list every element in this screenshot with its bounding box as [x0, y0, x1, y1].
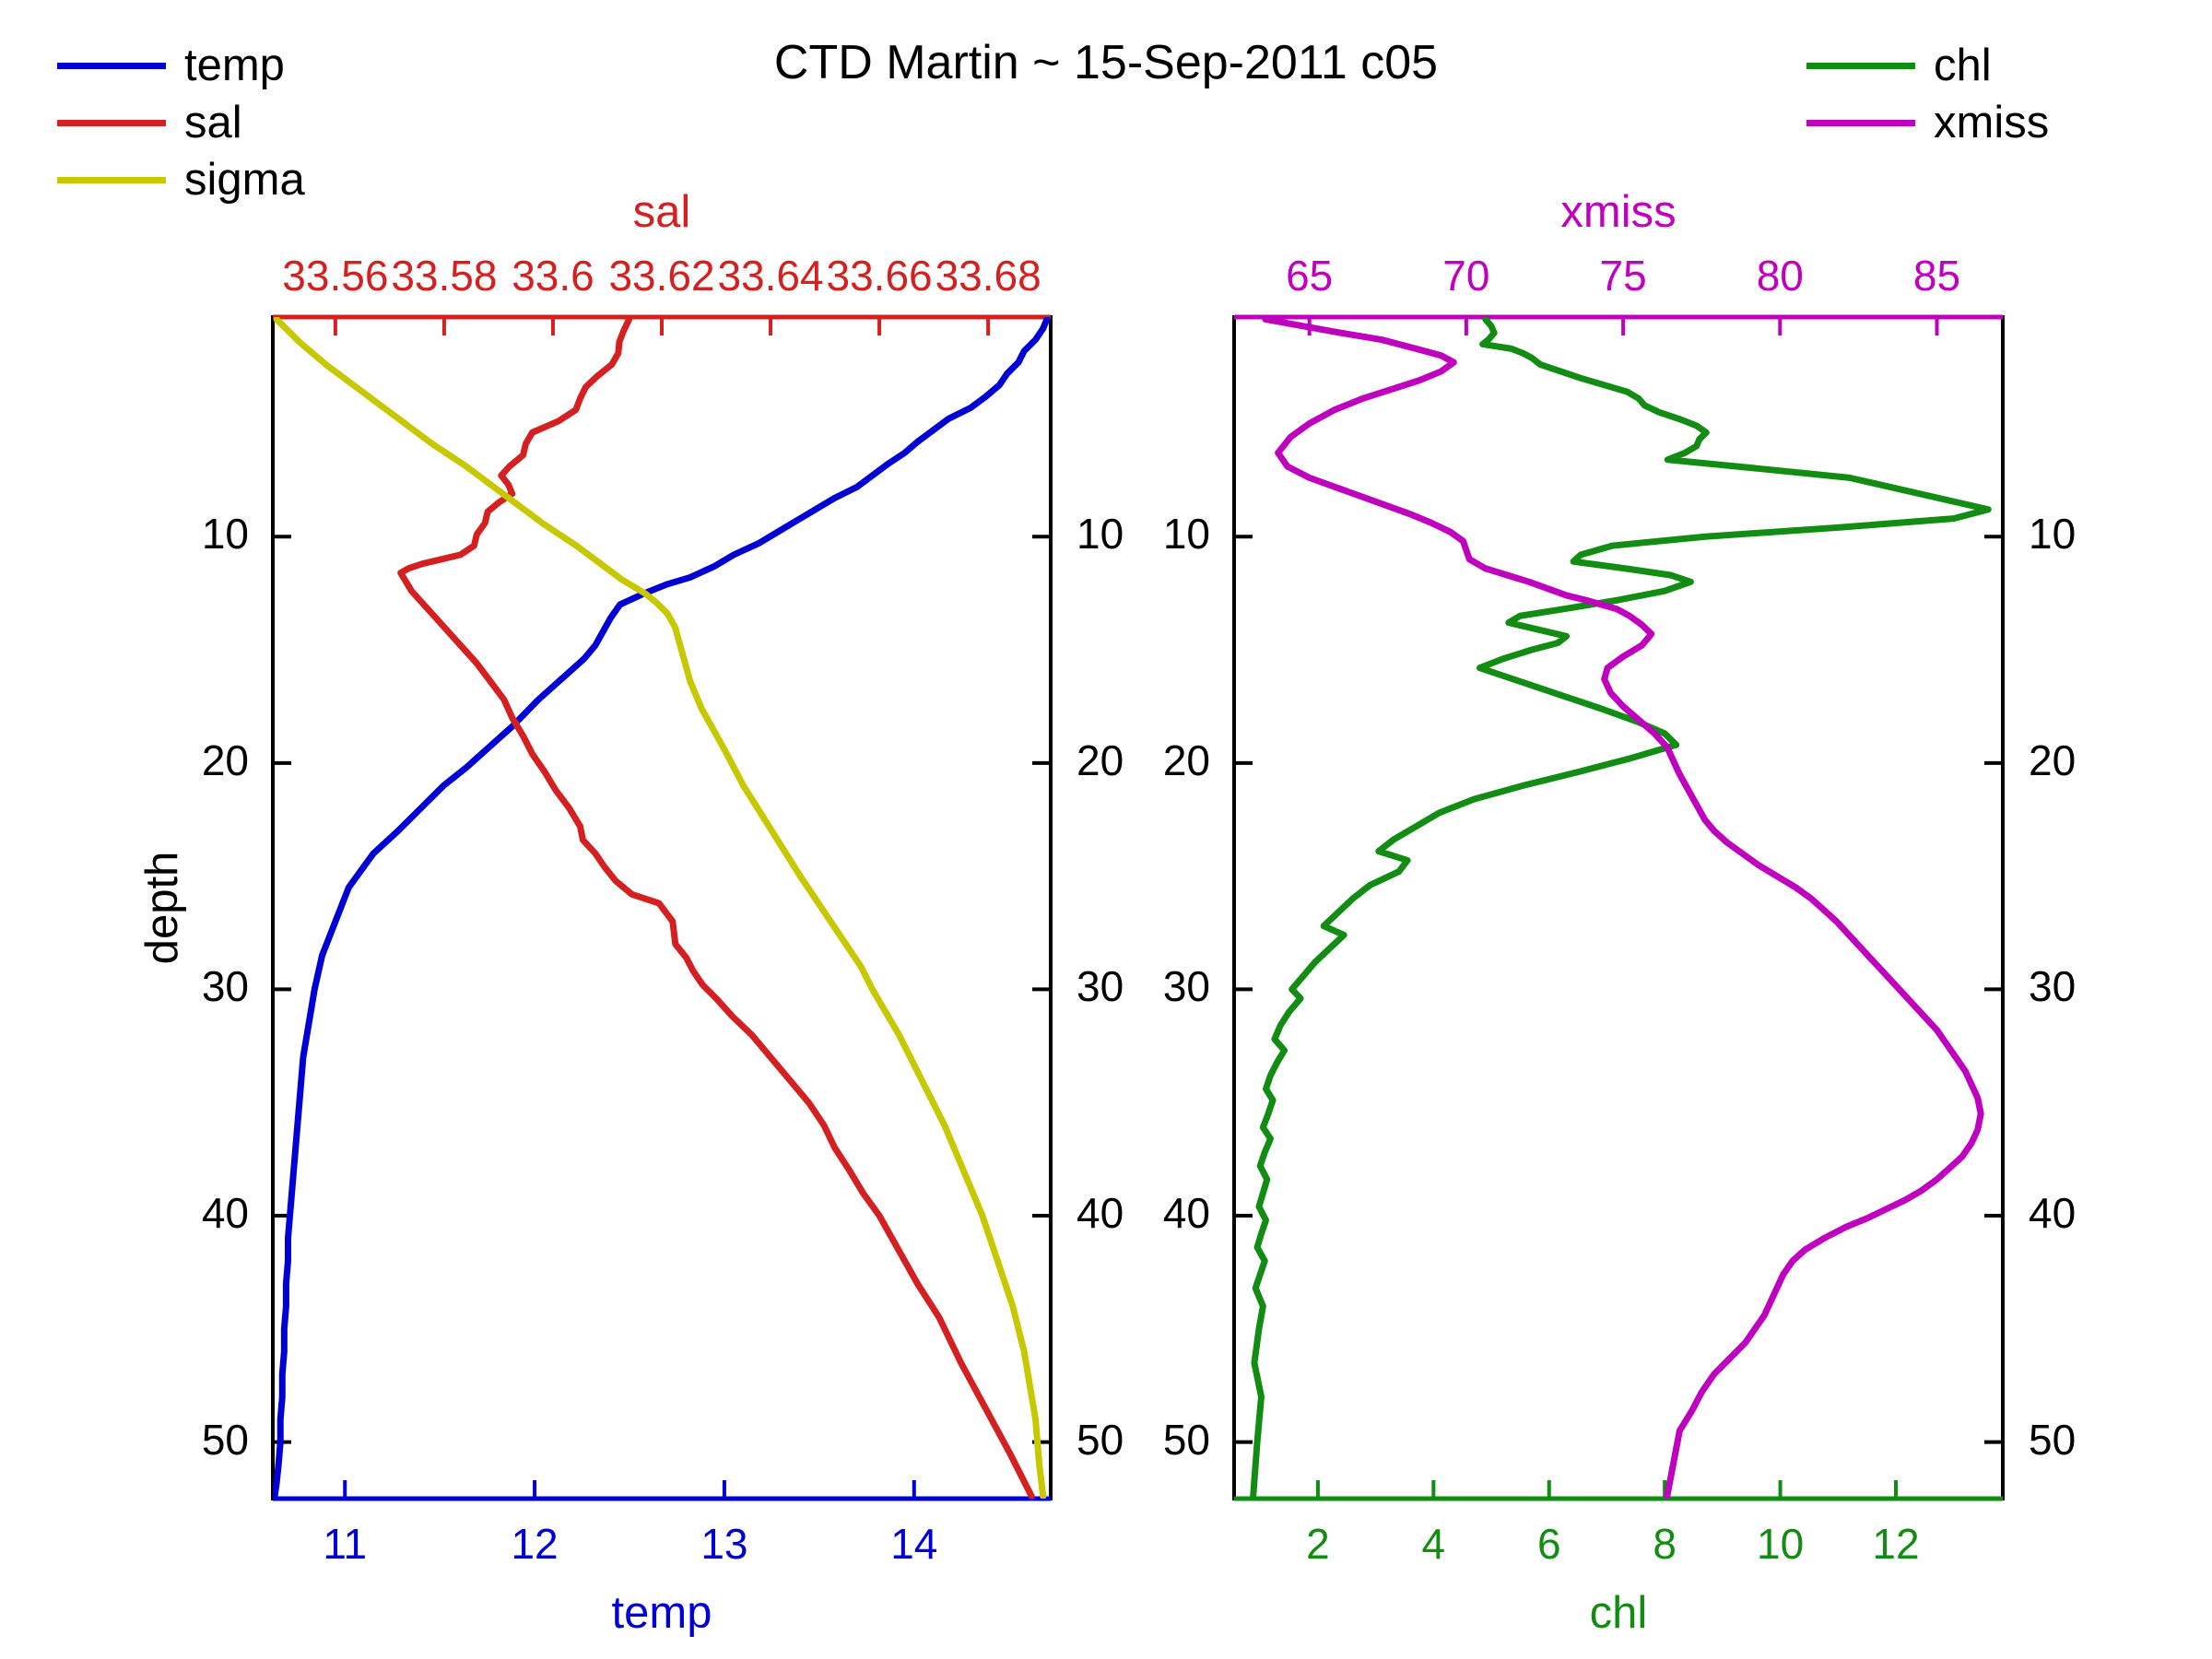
- tick-right-depth-left-10: 10: [1162, 510, 1210, 559]
- tick-right-bottom-12: 12: [1872, 1520, 1920, 1568]
- tick-left-bottom-11: 11: [323, 1520, 368, 1568]
- series-sal: [397, 317, 1035, 1499]
- legend-left: temp sal sigma: [57, 37, 305, 208]
- legend-label-chl: chl: [1934, 40, 1992, 90]
- axis-title-right-bottom: chl: [1589, 1588, 1648, 1638]
- tick-right-depth-right-10: 10: [2029, 510, 2077, 559]
- axis-title-right-top: xmiss: [1560, 187, 1677, 237]
- tick-right-bottom-6: 6: [1536, 1520, 1561, 1568]
- tick-left-top-33.66: 33.66: [826, 252, 933, 300]
- tick-left-depth-right-10: 10: [1077, 510, 1124, 559]
- tick-left-depth-right-20: 20: [1077, 735, 1124, 784]
- legend-label-xmiss: xmiss: [1934, 97, 2050, 147]
- tick-left-bottom-13: 13: [700, 1520, 748, 1568]
- axis-title-left-top: sal: [632, 187, 691, 237]
- tick-right-depth-left-40: 40: [1162, 1189, 1210, 1237]
- tick-right-top-85: 85: [1912, 252, 1961, 300]
- tick-left-depth-left-50: 50: [201, 1415, 249, 1464]
- tick-left-bottom-12: 12: [511, 1520, 559, 1568]
- tick-right-depth-left-20: 20: [1162, 735, 1210, 784]
- tick-left-depth-left-10: 10: [201, 510, 249, 559]
- tick-left-top-33.58: 33.58: [391, 252, 498, 300]
- legend-item-chl: chl: [1806, 37, 2049, 94]
- axis-title-depth: depth: [137, 851, 187, 965]
- tick-left-top-33.68: 33.68: [935, 252, 1041, 300]
- page-title: CTD Martin ~ 15-Sep-2011 c05: [773, 36, 1439, 89]
- tick-right-depth-right-30: 30: [2029, 962, 2077, 1011]
- tick-right-bottom-8: 8: [1653, 1520, 1677, 1568]
- legend-swatch-temp: [57, 62, 166, 69]
- tick-left-top-33.56: 33.56: [282, 252, 389, 300]
- tick-left-depth-left-20: 20: [201, 735, 249, 784]
- tick-right-depth-right-20: 20: [2029, 735, 2077, 784]
- legend-right: chl xmiss: [1806, 37, 2049, 151]
- series-temp: [273, 317, 1051, 1499]
- legend-swatch-sal: [57, 119, 166, 126]
- legend-swatch-chl: [1806, 62, 1915, 69]
- tick-right-top-65: 65: [1286, 252, 1334, 300]
- tick-left-depth-right-50: 50: [1077, 1415, 1124, 1464]
- tick-left-top-33.64: 33.64: [717, 252, 824, 300]
- legend-label-sal: sal: [184, 97, 242, 147]
- tick-left-bottom-14: 14: [890, 1520, 938, 1568]
- tick-left-depth-right-40: 40: [1077, 1189, 1124, 1237]
- tick-left-top-33.62: 33.62: [608, 252, 715, 300]
- tick-right-depth-left-30: 30: [1162, 962, 1210, 1011]
- legend-item-sal: sal: [57, 94, 305, 151]
- tick-left-depth-right-30: 30: [1077, 962, 1124, 1011]
- tick-left-top-33.6: 33.6: [512, 252, 594, 300]
- legend-label-temp: temp: [184, 40, 285, 90]
- tick-right-bottom-10: 10: [1756, 1520, 1805, 1568]
- legend-item-temp: temp: [57, 37, 305, 94]
- legend-swatch-xmiss: [1806, 119, 1915, 126]
- series-sigma: [273, 317, 1047, 1499]
- tick-right-depth-right-50: 50: [2029, 1415, 2077, 1464]
- tick-right-bottom-4: 4: [1421, 1520, 1446, 1568]
- legend-item-xmiss: xmiss: [1806, 94, 2049, 151]
- legend-label-sigma: sigma: [184, 154, 305, 205]
- tick-right-top-80: 80: [1756, 252, 1804, 300]
- tick-left-depth-left-30: 30: [201, 962, 249, 1011]
- legend-item-sigma: sigma: [57, 151, 305, 208]
- legend-swatch-sigma: [57, 176, 166, 183]
- tick-right-top-70: 70: [1442, 252, 1490, 300]
- tick-right-depth-right-40: 40: [2029, 1189, 2077, 1237]
- tick-left-depth-left-40: 40: [201, 1189, 249, 1237]
- axis-title-left-bottom: temp: [611, 1588, 712, 1638]
- tick-right-top-75: 75: [1599, 252, 1647, 300]
- series-xmiss: [1262, 317, 1984, 1499]
- tick-right-depth-left-50: 50: [1162, 1415, 1210, 1464]
- tick-right-bottom-2: 2: [1306, 1520, 1330, 1568]
